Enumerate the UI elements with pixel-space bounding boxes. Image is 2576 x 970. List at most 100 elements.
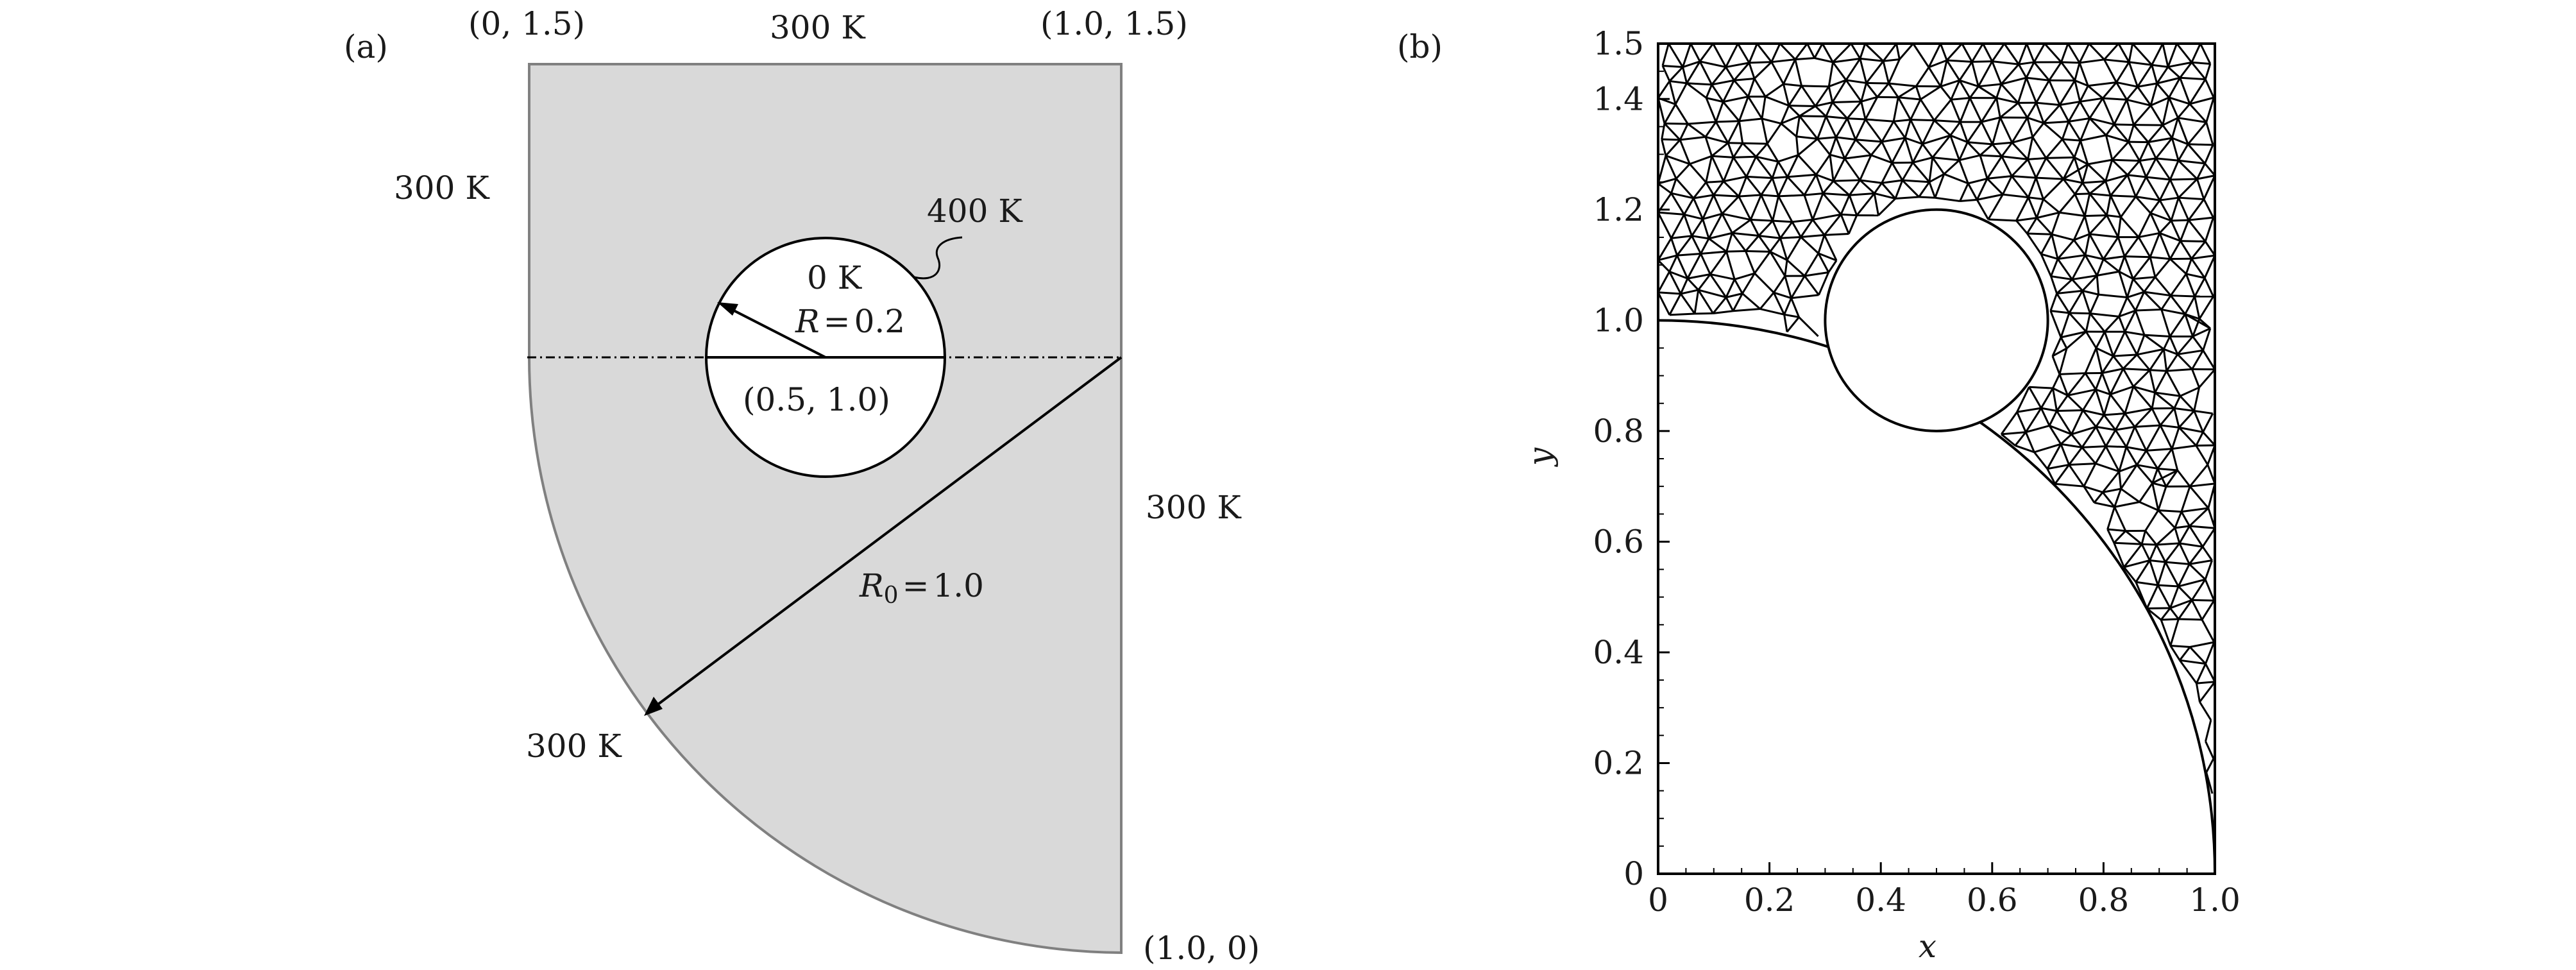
mesh-edge	[2154, 276, 2172, 296]
mesh-edge	[1846, 118, 1857, 140]
mesh-edge	[2173, 408, 2180, 428]
mesh-edge	[2176, 470, 2191, 488]
mesh-edge	[1792, 218, 1813, 223]
mesh-edge	[2191, 350, 2204, 370]
mesh-edge	[2101, 98, 2115, 125]
mesh-edge	[2074, 182, 2083, 195]
mesh-edge	[1979, 143, 1994, 157]
mesh-edge	[1686, 278, 1699, 291]
mesh-edge	[1771, 161, 1779, 178]
mesh-edge	[2115, 81, 2128, 101]
mesh-edge	[2126, 174, 2137, 198]
mesh-edge	[1715, 121, 1729, 144]
mesh	[1657, 42, 2216, 874]
mesh-edge	[2017, 102, 2028, 119]
mesh-edge	[2171, 137, 2189, 146]
mesh-edge	[1748, 62, 1756, 79]
mesh-edge	[2196, 163, 2206, 180]
mesh-edge	[1832, 62, 1847, 81]
mesh-edge	[1697, 289, 1714, 314]
mesh-edge	[1722, 212, 1751, 221]
mesh-edge	[1958, 141, 1969, 161]
mesh-edge	[2189, 464, 2208, 488]
mesh-edge	[1904, 119, 1911, 139]
mesh-edge	[2189, 563, 2207, 581]
mesh-edge	[2178, 159, 2205, 165]
mesh-edge	[2160, 309, 2171, 337]
mesh-edge	[2106, 214, 2119, 238]
mesh-edge	[2188, 143, 2214, 146]
mesh-edge	[2049, 310, 2062, 338]
mesh-edge	[1723, 96, 1749, 103]
mesh-edge	[2169, 240, 2182, 260]
mesh-edge	[2146, 448, 2173, 452]
mesh-edge	[2081, 447, 2097, 464]
mesh-edge	[2122, 368, 2135, 387]
mesh-edge	[1795, 56, 1815, 61]
mesh-edge	[1738, 176, 1748, 197]
mesh-edge	[1691, 235, 1702, 255]
mesh-edge	[1777, 196, 1793, 223]
mesh-edge	[2143, 276, 2157, 293]
mesh-edge	[2116, 81, 2138, 88]
mesh-edge	[2205, 642, 2216, 665]
mesh-edge	[1668, 81, 1677, 105]
hole-inner-temp: 0 K	[807, 259, 863, 296]
mesh-edge	[2114, 488, 2122, 507]
mesh-edge	[1833, 179, 1860, 182]
mesh-edge	[2028, 196, 2044, 201]
mesh-edge	[1755, 143, 1768, 158]
mesh-edge	[2118, 271, 2128, 298]
mesh-edge	[2190, 241, 2207, 260]
mesh-edge	[2110, 174, 2128, 196]
mesh-edge	[1818, 252, 1837, 262]
mesh-edge	[2158, 584, 2179, 588]
mesh-edge	[2055, 482, 2084, 488]
mesh-edge	[2114, 506, 2127, 532]
panel-b: (b) 0 0.2 0.4 0.6 0.8 1.0 0 0.2 0.4 0.6 0.8 1.0 1.2 1…	[1397, 25, 2241, 965]
mesh-edge	[2119, 270, 2134, 280]
mesh-edge	[2205, 740, 2215, 760]
mesh-edge	[1859, 179, 1876, 194]
mesh-edge	[2068, 117, 2090, 123]
mesh-edge	[2140, 530, 2147, 545]
mesh-edge	[2089, 117, 2115, 126]
mesh-edge	[2178, 427, 2197, 447]
corner-top-right: (1.0, 1.5)	[1040, 5, 1188, 42]
mesh-edge	[2157, 467, 2178, 472]
mesh-edge	[1959, 79, 1979, 88]
mesh-edge	[1704, 121, 1717, 138]
mesh-edge	[2204, 78, 2215, 98]
mesh-edge	[1657, 211, 1684, 216]
mesh-edge	[2045, 157, 2065, 180]
mesh-edge	[2194, 296, 2201, 319]
mesh-edge	[1679, 278, 1689, 294]
mesh-edge	[2189, 546, 2204, 565]
mesh-edge	[1824, 233, 1849, 236]
mesh-edge	[2031, 122, 2045, 138]
mesh-edge	[1818, 271, 1830, 296]
mesh-edge	[2110, 194, 2136, 198]
mesh-edge	[1881, 182, 1897, 200]
mesh-edge	[1670, 178, 1677, 194]
mesh-edge	[2137, 64, 2153, 88]
mesh-edge	[2162, 43, 2169, 67]
mesh-edge	[1946, 42, 1963, 62]
mesh-edge	[1817, 234, 1826, 254]
mesh-edge	[2060, 330, 2087, 339]
mesh-edge	[2017, 64, 2028, 78]
mesh-edge	[1912, 157, 1933, 164]
mesh-edge	[1747, 78, 1756, 98]
mesh-edge	[2171, 445, 2196, 450]
mesh-edge	[1771, 178, 1780, 197]
mesh-edge	[2118, 447, 2128, 472]
mesh-edge	[2158, 200, 2173, 221]
mesh-edge	[1738, 196, 1752, 221]
mesh-edge	[1680, 289, 1699, 295]
mesh-edge	[1986, 155, 2003, 180]
mesh-edge	[2189, 646, 2207, 665]
mesh-edge	[2179, 542, 2203, 548]
mesh-edge	[1859, 58, 1868, 83]
mesh-edge	[2134, 310, 2146, 336]
